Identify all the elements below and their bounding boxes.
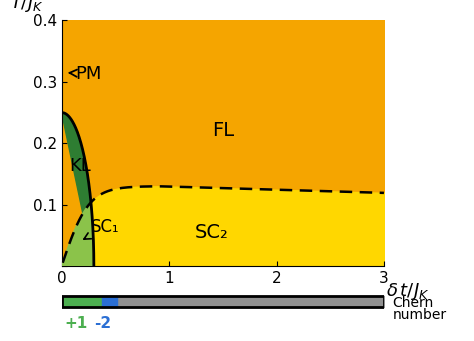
Text: SC₂: SC₂ — [195, 223, 229, 242]
Text: -2: -2 — [94, 316, 111, 331]
Bar — [62, 296, 384, 307]
Polygon shape — [62, 113, 94, 266]
Text: PM: PM — [69, 65, 102, 83]
Polygon shape — [62, 202, 94, 266]
Text: KL: KL — [69, 157, 91, 175]
Text: FL: FL — [212, 121, 234, 140]
Text: SC₁: SC₁ — [84, 218, 119, 239]
Text: +1: +1 — [65, 316, 88, 331]
Text: Chern: Chern — [392, 296, 434, 310]
Text: $T/J_K$: $T/J_K$ — [10, 0, 44, 14]
Text: number: number — [392, 308, 447, 322]
Text: $\delta\, t/J_K$: $\delta\, t/J_K$ — [386, 281, 429, 302]
